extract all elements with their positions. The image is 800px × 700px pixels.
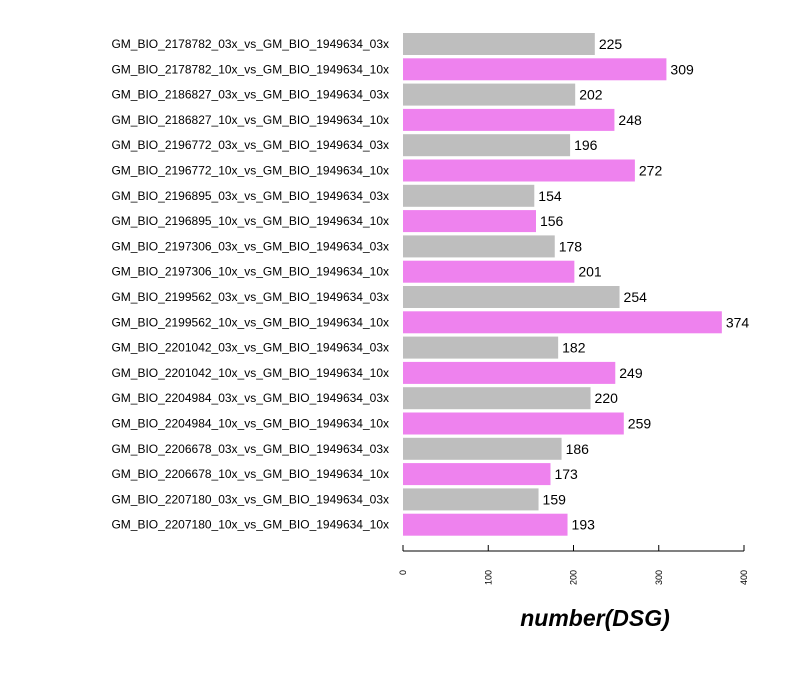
bar bbox=[403, 260, 575, 283]
category-label: GM_BIO_2199562_10x_vs_GM_BIO_1949634_10x bbox=[111, 315, 389, 329]
bar bbox=[403, 437, 562, 460]
category-label: GM_BIO_2207180_10x_vs_GM_BIO_1949634_10x bbox=[111, 518, 389, 532]
value-label: 220 bbox=[595, 390, 619, 406]
category-label: GM_BIO_2204984_10x_vs_GM_BIO_1949634_10x bbox=[111, 417, 389, 431]
category-label: GM_BIO_2178782_03x_vs_GM_BIO_1949634_03x bbox=[111, 37, 389, 51]
value-label: 202 bbox=[579, 87, 603, 103]
value-label: 193 bbox=[572, 517, 596, 533]
category-label: GM_BIO_2206678_03x_vs_GM_BIO_1949634_03x bbox=[111, 442, 389, 456]
bar bbox=[403, 336, 559, 359]
bar bbox=[403, 412, 624, 435]
category-label: GM_BIO_2197306_10x_vs_GM_BIO_1949634_10x bbox=[111, 265, 389, 279]
bar bbox=[403, 108, 615, 131]
x-tick-label: 400 bbox=[739, 570, 749, 585]
value-label: 259 bbox=[628, 416, 652, 432]
bar bbox=[403, 311, 722, 334]
category-label: GM_BIO_2207180_03x_vs_GM_BIO_1949634_03x bbox=[111, 492, 389, 506]
x-axis-title: number(DSG) bbox=[520, 605, 670, 631]
category-label: GM_BIO_2204984_03x_vs_GM_BIO_1949634_03x bbox=[111, 391, 389, 405]
value-label: 159 bbox=[543, 491, 567, 507]
bar bbox=[403, 387, 591, 410]
value-label: 182 bbox=[562, 340, 586, 356]
x-axis: 0 100 200 300 400 bbox=[398, 545, 749, 585]
category-labels: GM_BIO_2178782_03x_vs_GM_BIO_1949634_03x… bbox=[111, 37, 389, 532]
value-label: 249 bbox=[619, 365, 643, 381]
value-label: 156 bbox=[540, 213, 564, 229]
category-label: GM_BIO_2201042_03x_vs_GM_BIO_1949634_03x bbox=[111, 341, 389, 355]
x-tick-label: 300 bbox=[654, 570, 664, 585]
value-label: 178 bbox=[559, 238, 583, 254]
value-label: 254 bbox=[624, 289, 648, 305]
value-label: 374 bbox=[726, 314, 750, 330]
category-label: GM_BIO_2196895_03x_vs_GM_BIO_1949634_03x bbox=[111, 189, 389, 203]
value-label: 173 bbox=[554, 466, 578, 482]
bar bbox=[403, 488, 539, 511]
bar bbox=[403, 83, 576, 106]
bar bbox=[403, 210, 536, 233]
category-label: GM_BIO_2186827_03x_vs_GM_BIO_1949634_03x bbox=[111, 88, 389, 102]
category-label: GM_BIO_2178782_10x_vs_GM_BIO_1949634_10x bbox=[111, 62, 389, 76]
category-label: GM_BIO_2196772_03x_vs_GM_BIO_1949634_03x bbox=[111, 138, 389, 152]
bar bbox=[403, 134, 571, 157]
bar bbox=[403, 58, 667, 81]
bar bbox=[403, 286, 620, 308]
bar bbox=[403, 513, 568, 536]
bar bbox=[403, 159, 635, 182]
bar bbox=[403, 184, 535, 207]
category-label: GM_BIO_2196895_10x_vs_GM_BIO_1949634_10x bbox=[111, 214, 389, 228]
value-label: 154 bbox=[538, 188, 562, 204]
value-label: 225 bbox=[599, 36, 623, 52]
value-labels: 225 309 202 248 196 272 154 156 178 201 254 374 182 2… bbox=[538, 36, 749, 533]
x-tick-label: 200 bbox=[569, 570, 579, 585]
bar bbox=[403, 235, 555, 258]
category-label: GM_BIO_2186827_10x_vs_GM_BIO_1949634_10x bbox=[111, 113, 389, 127]
value-label: 201 bbox=[578, 264, 602, 280]
value-label: 186 bbox=[566, 441, 590, 457]
value-label: 309 bbox=[670, 61, 694, 77]
category-label: GM_BIO_2197306_03x_vs_GM_BIO_1949634_03x bbox=[111, 239, 389, 253]
bar bbox=[403, 361, 616, 384]
category-label: GM_BIO_2199562_03x_vs_GM_BIO_1949634_03x bbox=[111, 290, 389, 304]
category-label: GM_BIO_2201042_10x_vs_GM_BIO_1949634_10x bbox=[111, 366, 389, 380]
value-label: 248 bbox=[618, 112, 642, 128]
category-label: GM_BIO_2196772_10x_vs_GM_BIO_1949634_10x bbox=[111, 164, 389, 178]
x-tick-label: 100 bbox=[483, 570, 493, 585]
value-label: 272 bbox=[639, 163, 663, 179]
x-tick-label: 0 bbox=[398, 570, 408, 575]
bars-group bbox=[403, 33, 722, 536]
value-label: 196 bbox=[574, 137, 598, 153]
bar bbox=[403, 463, 551, 486]
category-label: GM_BIO_2206678_10x_vs_GM_BIO_1949634_10x bbox=[111, 467, 389, 481]
bar bbox=[403, 33, 595, 55]
